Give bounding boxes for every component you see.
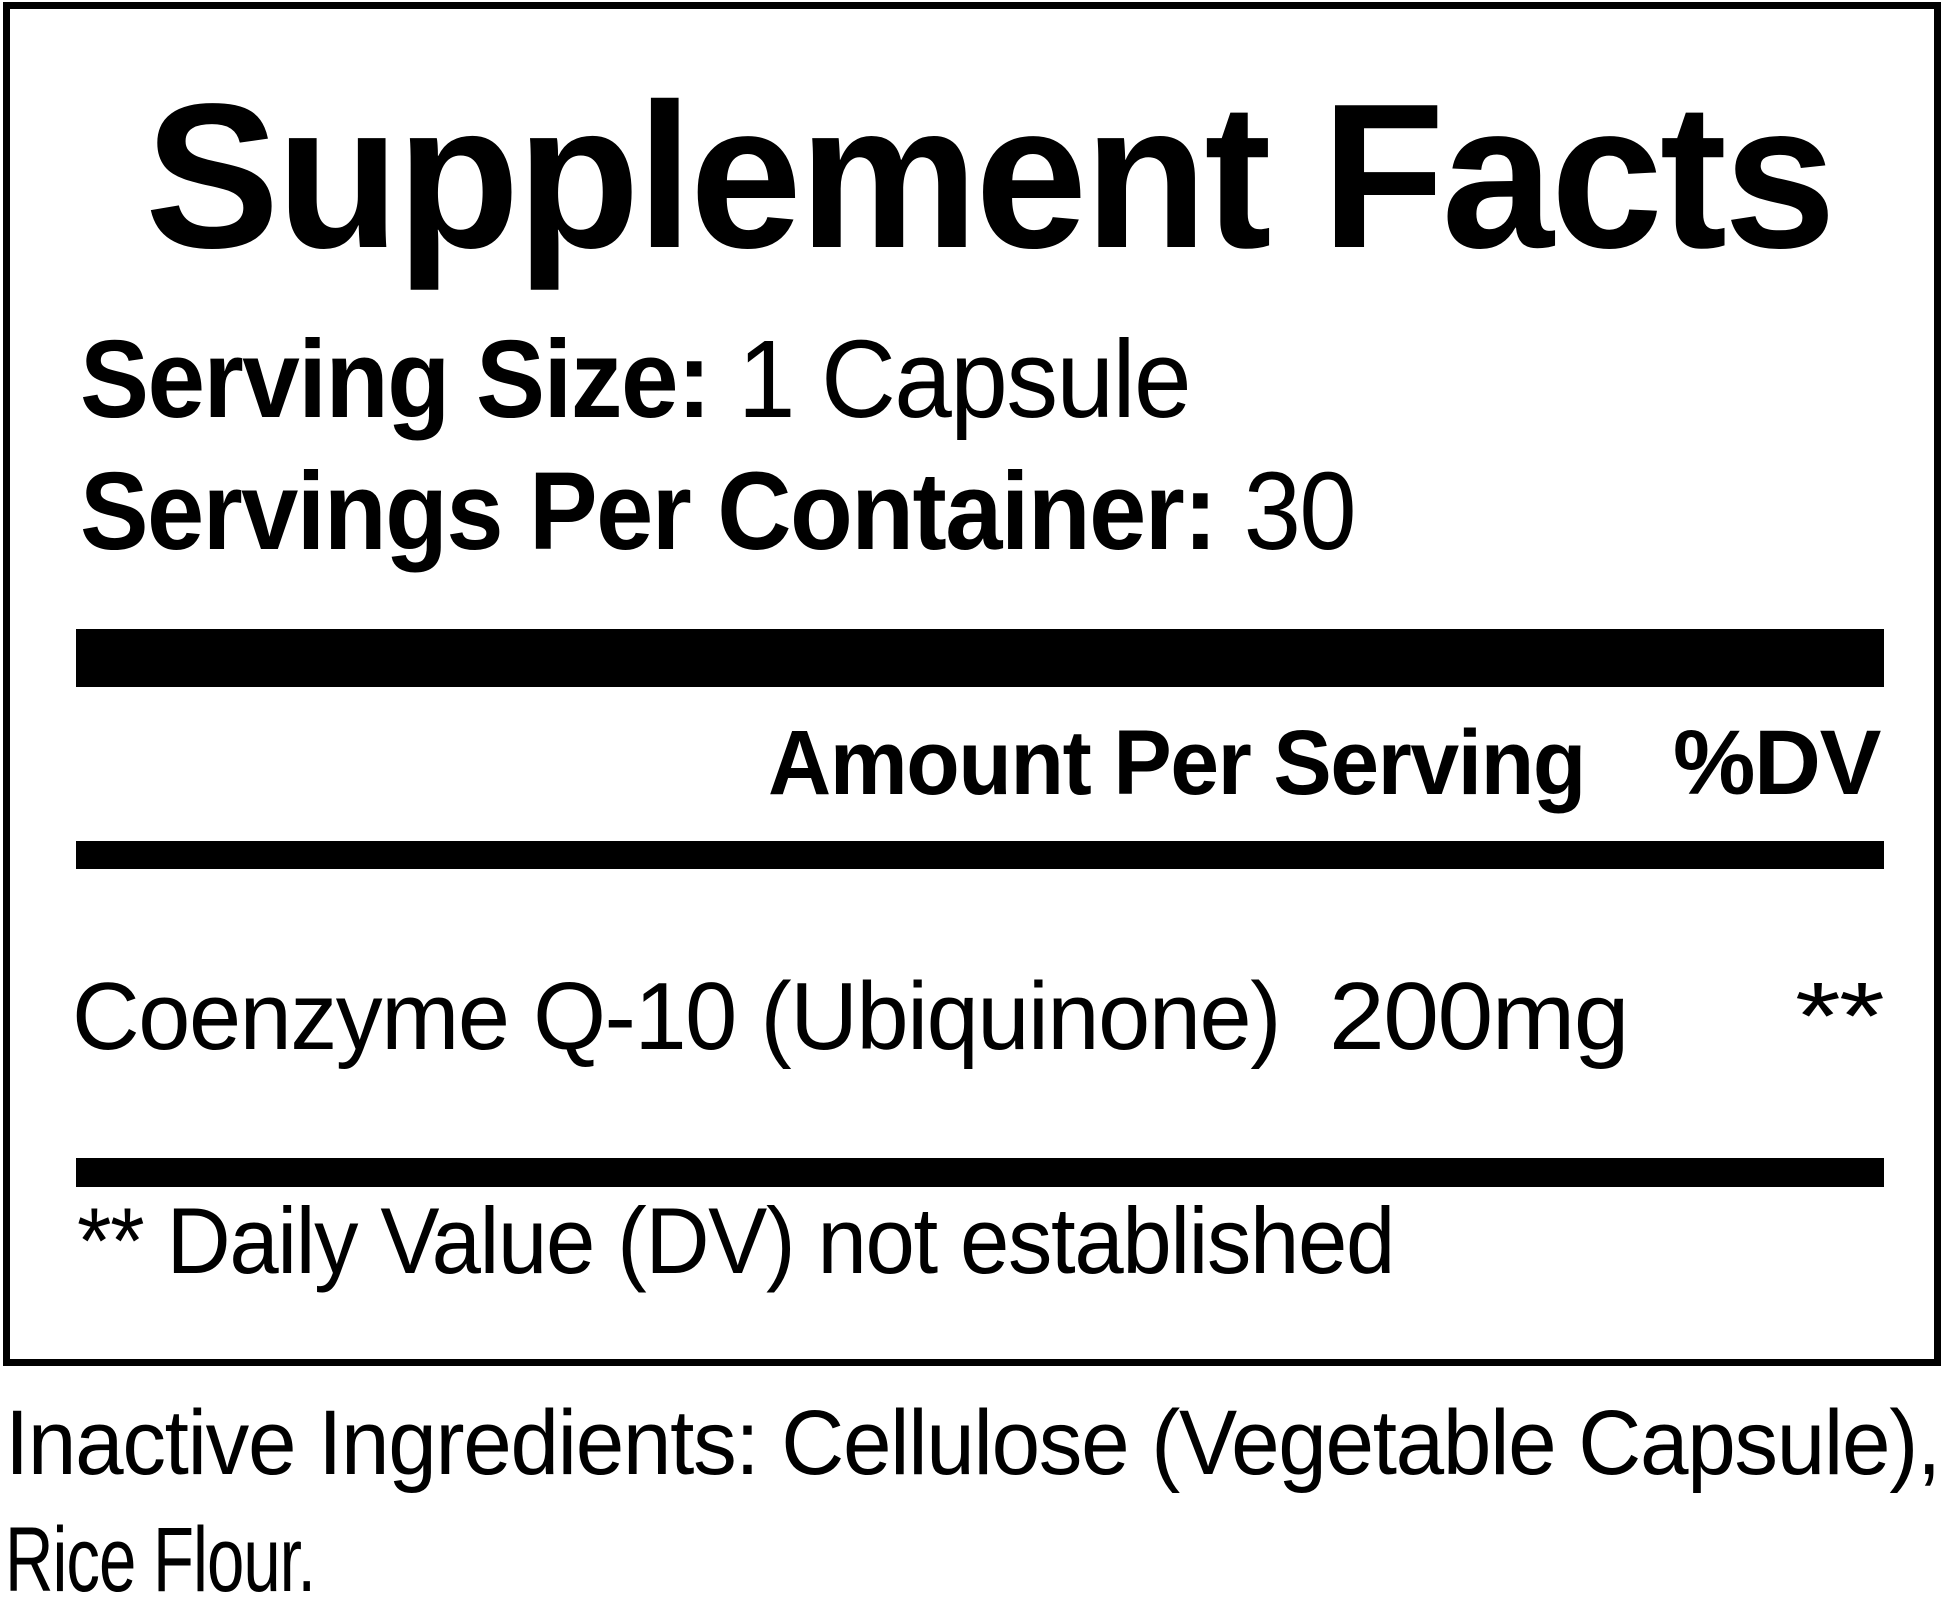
inactive-ingredients-line-1: Inactive Ingredients: Cellulose (Vegetab… [5, 1392, 1941, 1494]
percent-dv-header: %DV [1673, 712, 1881, 814]
servings-per-container-value: 30 [1243, 450, 1357, 573]
servings-per-container-line: Servings Per Container: 30 [80, 457, 1357, 567]
amount-per-serving-header: Amount Per Serving [768, 712, 1586, 814]
panel-title: Supplement Facts [145, 61, 1836, 291]
inactive-ingredients-line-2: Rice Flour. [5, 1509, 316, 1611]
ingredient-amount: 200mg [1329, 963, 1630, 1070]
separator-bar-footer [76, 1158, 1884, 1187]
servings-per-container-label: Servings Per Container: [80, 450, 1217, 573]
serving-size-value: 1 Capsule [737, 318, 1192, 441]
serving-size-label: Serving Size: [80, 318, 711, 441]
separator-bar-header [76, 841, 1884, 869]
serving-size-line: Serving Size: 1 Capsule [80, 325, 1192, 435]
ingredient-dv-asterisks: ** [1795, 963, 1885, 1070]
facts-panel-border [3, 2, 1941, 1366]
ingredient-name: Coenzyme Q-10 (Ubiquinone) [72, 963, 1281, 1070]
separator-bar-thick [76, 629, 1884, 687]
daily-value-footnote: ** Daily Value (DV) not established [77, 1188, 1395, 1293]
